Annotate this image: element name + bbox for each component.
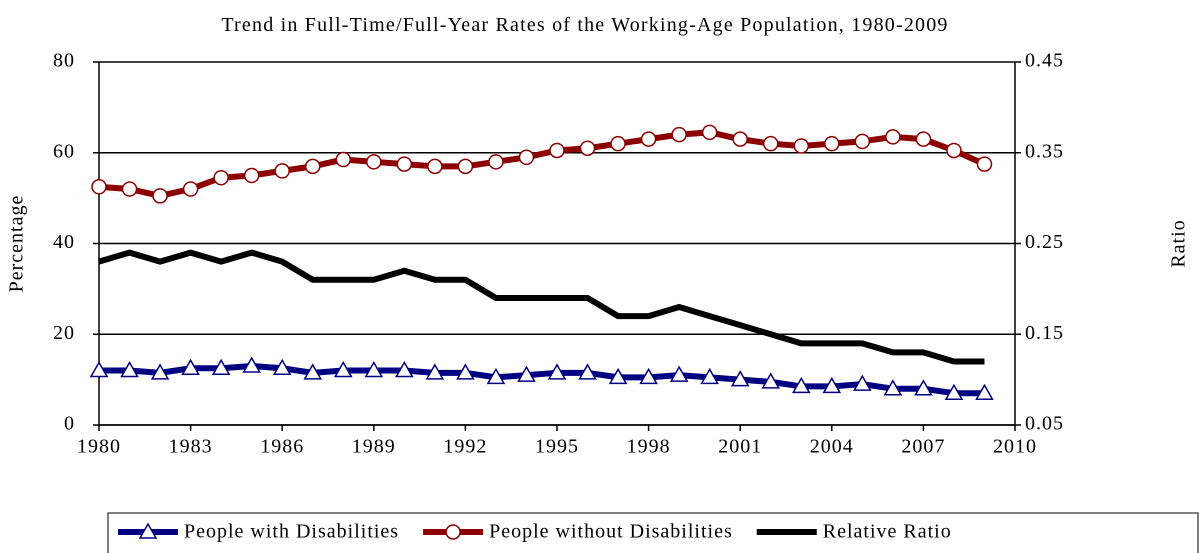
marker [639, 367, 658, 385]
marker [138, 522, 158, 539]
marker [824, 135, 840, 152]
marker [456, 363, 475, 380]
marker [427, 158, 443, 175]
x-tick-label: 1983 [169, 436, 213, 458]
x-tick-label: 2004 [810, 436, 854, 458]
marker [853, 374, 872, 391]
marker [89, 361, 109, 378]
marker [152, 188, 168, 204]
marker [549, 142, 565, 159]
marker [304, 158, 321, 175]
y2-tick-label: 0.45 [1025, 50, 1064, 72]
marker [272, 358, 292, 376]
marker [518, 149, 535, 166]
marker [669, 365, 689, 382]
legend-box [107, 512, 1199, 553]
marker [488, 154, 504, 170]
x-tick-label: 1980 [77, 436, 121, 458]
x-tick-label: 1995 [535, 436, 579, 458]
legend-label: People with Disabilities [184, 521, 399, 543]
marker [517, 365, 536, 382]
y-axis-label: Percentage [6, 195, 28, 293]
x-tick-label: 1992 [443, 436, 487, 458]
legend-label: People without Disabilities [489, 521, 733, 543]
marker [762, 135, 779, 152]
chart-title: Trend in Full-Time/Full-Year Rates of th… [221, 14, 949, 36]
y-tick-label: 60 [53, 140, 75, 162]
x-tick-label: 2001 [718, 436, 762, 458]
marker [640, 131, 657, 147]
marker [700, 367, 719, 385]
series-line [99, 363, 985, 397]
x-tick-label: 2010 [993, 436, 1037, 458]
marker [761, 372, 781, 389]
y-tick-label: 40 [53, 231, 75, 253]
marker [396, 156, 413, 172]
marker [975, 383, 994, 400]
marker [946, 142, 962, 159]
marker [915, 131, 932, 147]
series-line [98, 249, 985, 365]
marker [914, 379, 933, 396]
marker [211, 358, 231, 376]
marker [395, 361, 414, 378]
x-tick-label: 2007 [901, 436, 945, 458]
y-tick-label: 20 [53, 322, 75, 344]
y2-tick-label: 0.05 [1025, 413, 1064, 435]
x-tick-label: 1998 [627, 436, 671, 458]
marker [822, 376, 842, 394]
marker [181, 358, 200, 376]
marker [445, 524, 461, 540]
x-tick-label: 1989 [352, 436, 396, 458]
marker [610, 135, 626, 152]
marker [242, 356, 261, 373]
marker [732, 131, 748, 147]
marker [701, 124, 718, 141]
marker [730, 370, 750, 387]
marker [854, 133, 871, 150]
marker [547, 363, 567, 380]
marker [425, 363, 445, 380]
marker [791, 376, 811, 394]
x-tick-label: 1986 [260, 436, 304, 458]
marker [150, 363, 170, 380]
marker [243, 167, 260, 184]
marker [213, 169, 229, 186]
y2-tick-label: 0.35 [1025, 140, 1064, 162]
y-tick-label: 80 [53, 50, 75, 72]
marker [120, 361, 139, 378]
marker [333, 361, 353, 378]
marker [457, 158, 474, 175]
marker [303, 363, 323, 380]
marker [793, 138, 810, 154]
marker [944, 383, 964, 400]
y-tick-label: 0 [64, 413, 75, 435]
marker [608, 367, 628, 385]
marker [335, 151, 352, 168]
marker [274, 163, 290, 179]
marker [578, 363, 597, 380]
marker [182, 181, 199, 197]
marker [671, 126, 687, 143]
marker [121, 181, 138, 197]
series-line [98, 129, 986, 199]
marker [976, 156, 993, 172]
marker [486, 367, 506, 385]
y2-tick-label: 0.15 [1025, 322, 1064, 344]
marker [364, 361, 384, 378]
legend-label: Relative Ratio [823, 521, 952, 543]
marker [883, 379, 903, 396]
marker [885, 129, 901, 145]
marker [579, 140, 596, 156]
y2-tick-label: 0.25 [1025, 231, 1064, 253]
marker [91, 179, 107, 195]
y2-axis-label: Ratio [1168, 219, 1190, 267]
marker [366, 154, 382, 170]
